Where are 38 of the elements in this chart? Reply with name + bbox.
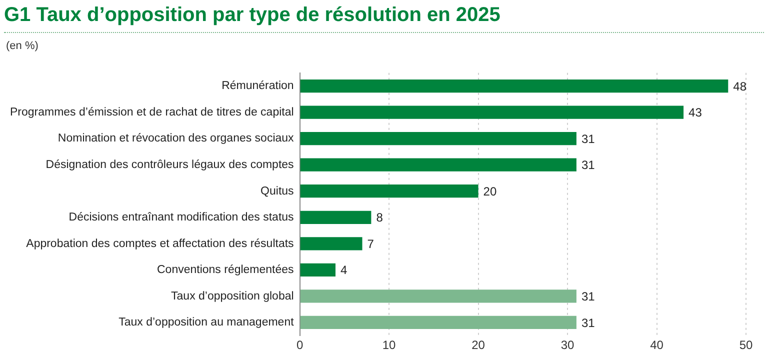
y-tick-label: Approbation des comptes et affectation des résultats: [26, 238, 294, 250]
y-tick-label: Nomination et révocation des organes sociaux: [58, 132, 294, 145]
bar: [300, 237, 362, 250]
data-label: 4: [340, 263, 348, 278]
y-tick-label: Conventions réglementées: [156, 264, 294, 276]
y-tick-label: Rémunération: [222, 80, 294, 92]
bar: [300, 158, 576, 172]
bar: [300, 290, 576, 303]
y-tick-label: Décisions entraînant modification des status: [68, 212, 294, 224]
x-tick-label: 0: [296, 338, 304, 352]
x-tick-label: 50: [739, 338, 753, 352]
data-label: 43: [688, 106, 702, 120]
y-tick-label: Programmes d’émission et de rachat de titres de capital: [10, 106, 294, 118]
y-tick-label: Quitus: [260, 185, 294, 198]
data-label: 31: [581, 132, 596, 146]
text: (en %): [6, 40, 38, 52]
data-label: 31: [581, 158, 596, 172]
x-tick-label: 20: [472, 338, 486, 352]
data-label: 7: [367, 236, 374, 251]
data-label: 31: [581, 290, 596, 304]
bar: [300, 263, 336, 276]
bar: [300, 184, 478, 198]
bar: [300, 132, 576, 146]
x-tick-label: 10: [382, 338, 396, 352]
y-tick-label: Taux d’opposition au management: [118, 316, 295, 329]
bar: [300, 316, 576, 330]
y-tick-label: Taux d’opposition global: [171, 290, 294, 302]
x-tick-label: 40: [650, 338, 664, 352]
y-tick-label: Désignation des contrôleurs légaux des comptes: [46, 159, 294, 172]
bar: [300, 106, 684, 119]
bar: [300, 210, 372, 224]
data-label: 48: [733, 79, 747, 94]
bar: [300, 79, 728, 93]
data-label: 31: [581, 316, 596, 330]
x-tick-label: 30: [560, 338, 575, 352]
data-label: 8: [376, 210, 384, 225]
chart-title: G1 Taux d’opposition par type de résolution en 2025: [4, 4, 764, 33]
data-label: 20: [483, 184, 497, 198]
